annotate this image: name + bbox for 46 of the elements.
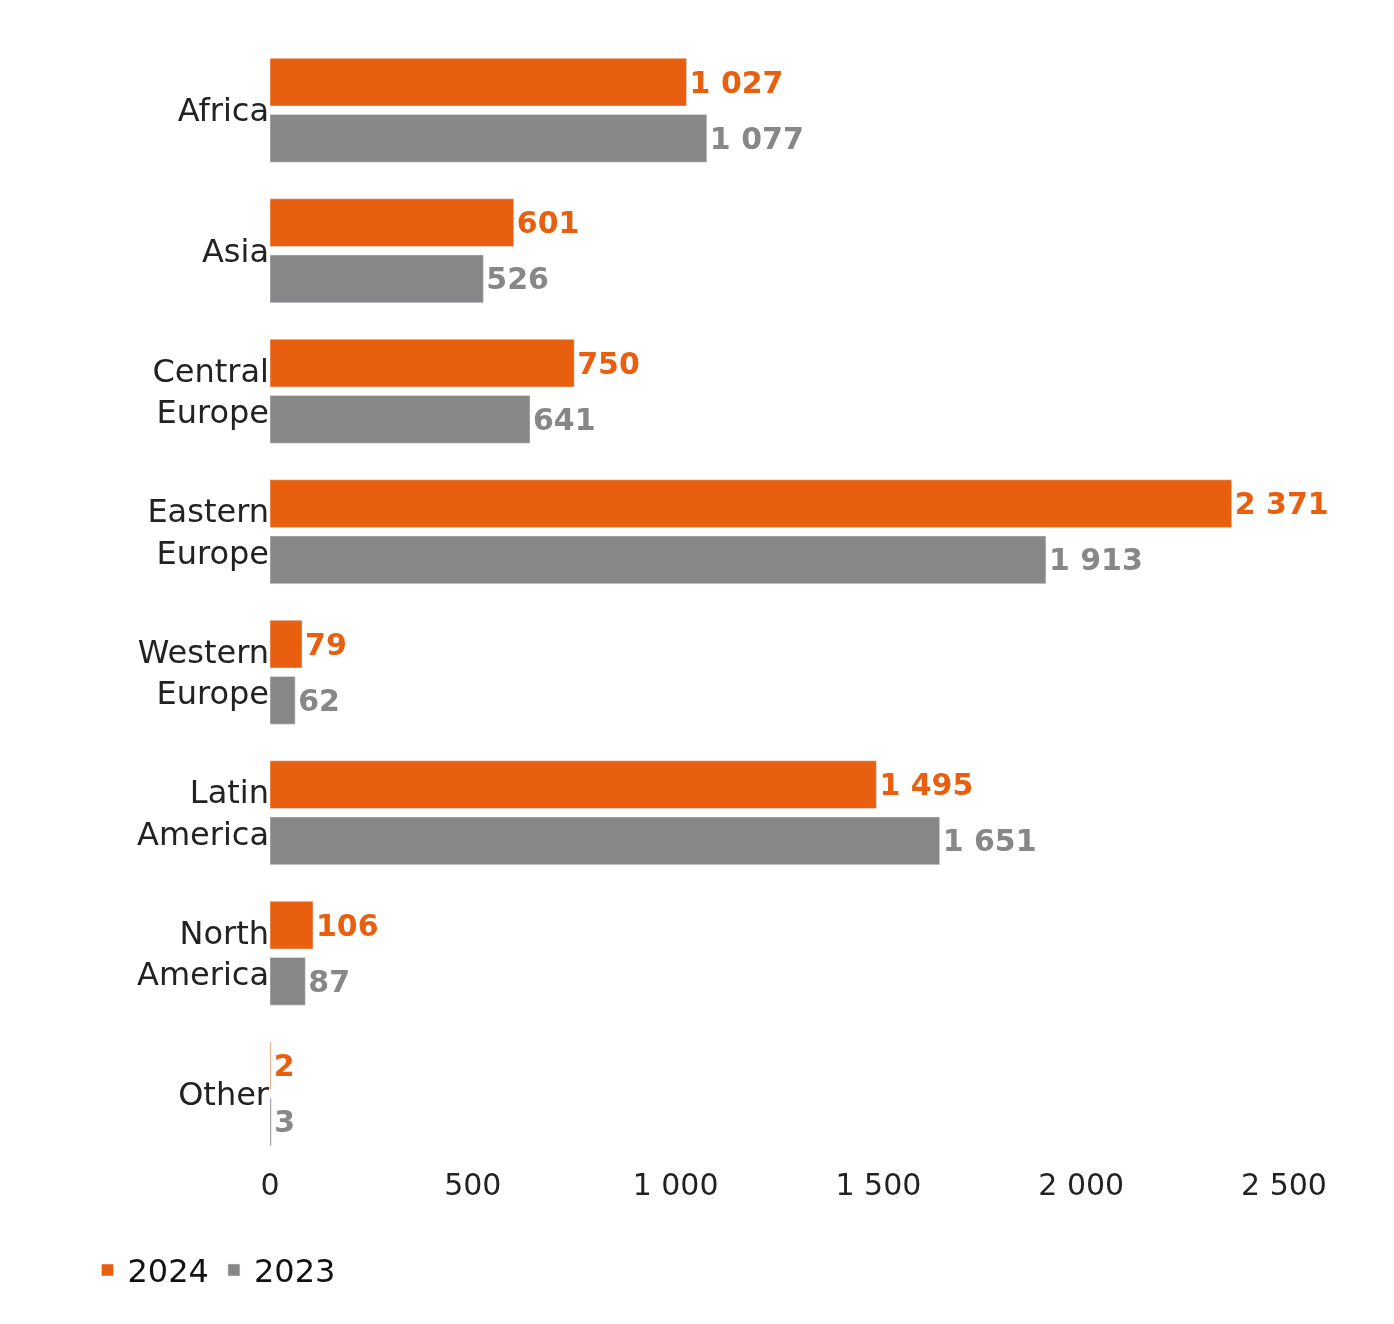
bar (270, 816, 940, 865)
data-label: 2 (273, 1048, 295, 1084)
data-label: 2 371 (1234, 486, 1329, 522)
bar (270, 957, 306, 1006)
x-tick-label: 2 000 (1038, 1167, 1125, 1202)
data-label: 641 (532, 401, 596, 437)
data-label: 1 027 (689, 64, 784, 100)
data-label: 1 495 (879, 767, 974, 803)
data-label: 3 (274, 1104, 296, 1140)
x-tick-label: 1 500 (835, 1167, 922, 1202)
y-tick-label: Other (178, 1074, 270, 1113)
data-label: 1 651 (942, 823, 1037, 859)
bar (270, 114, 708, 163)
x-tick-label: 2 500 (1241, 1167, 1327, 1202)
y-tick-label: Latin America (137, 773, 269, 853)
data-label: 87 (308, 963, 351, 999)
bar (270, 620, 303, 669)
bar (270, 395, 531, 444)
bar (270, 339, 575, 388)
y-tick-label: Western Europe (137, 632, 269, 713)
bar (270, 901, 314, 950)
data-label: 750 (577, 345, 640, 381)
legend-label: 2024 (127, 1252, 209, 1291)
y-tick-label: Asia (201, 231, 269, 270)
y-tick-label: North America (137, 913, 269, 994)
y-tick-label: Africa (177, 91, 269, 130)
y-tick-label: Eastern Europe (147, 492, 269, 572)
bar (270, 676, 296, 725)
data-label: 601 (516, 205, 580, 241)
x-tick-label: 500 (444, 1167, 502, 1202)
x-tick-label: 0 (260, 1167, 280, 1202)
data-label: 79 (305, 626, 347, 662)
bar (270, 58, 687, 107)
data-label: 526 (486, 261, 549, 297)
x-tick-label: 1 000 (632, 1167, 719, 1202)
bar (270, 254, 484, 303)
bar (270, 479, 1232, 528)
legend-label: 2023 (253, 1252, 336, 1291)
data-label: 1 913 (1048, 542, 1143, 578)
bar (270, 198, 515, 247)
bar (270, 760, 877, 809)
data-label: 106 (315, 907, 379, 943)
bar (270, 535, 1047, 584)
data-label: 1 077 (709, 120, 804, 156)
y-tick-label: Central Europe (152, 351, 269, 432)
data-label: 62 (298, 682, 340, 718)
